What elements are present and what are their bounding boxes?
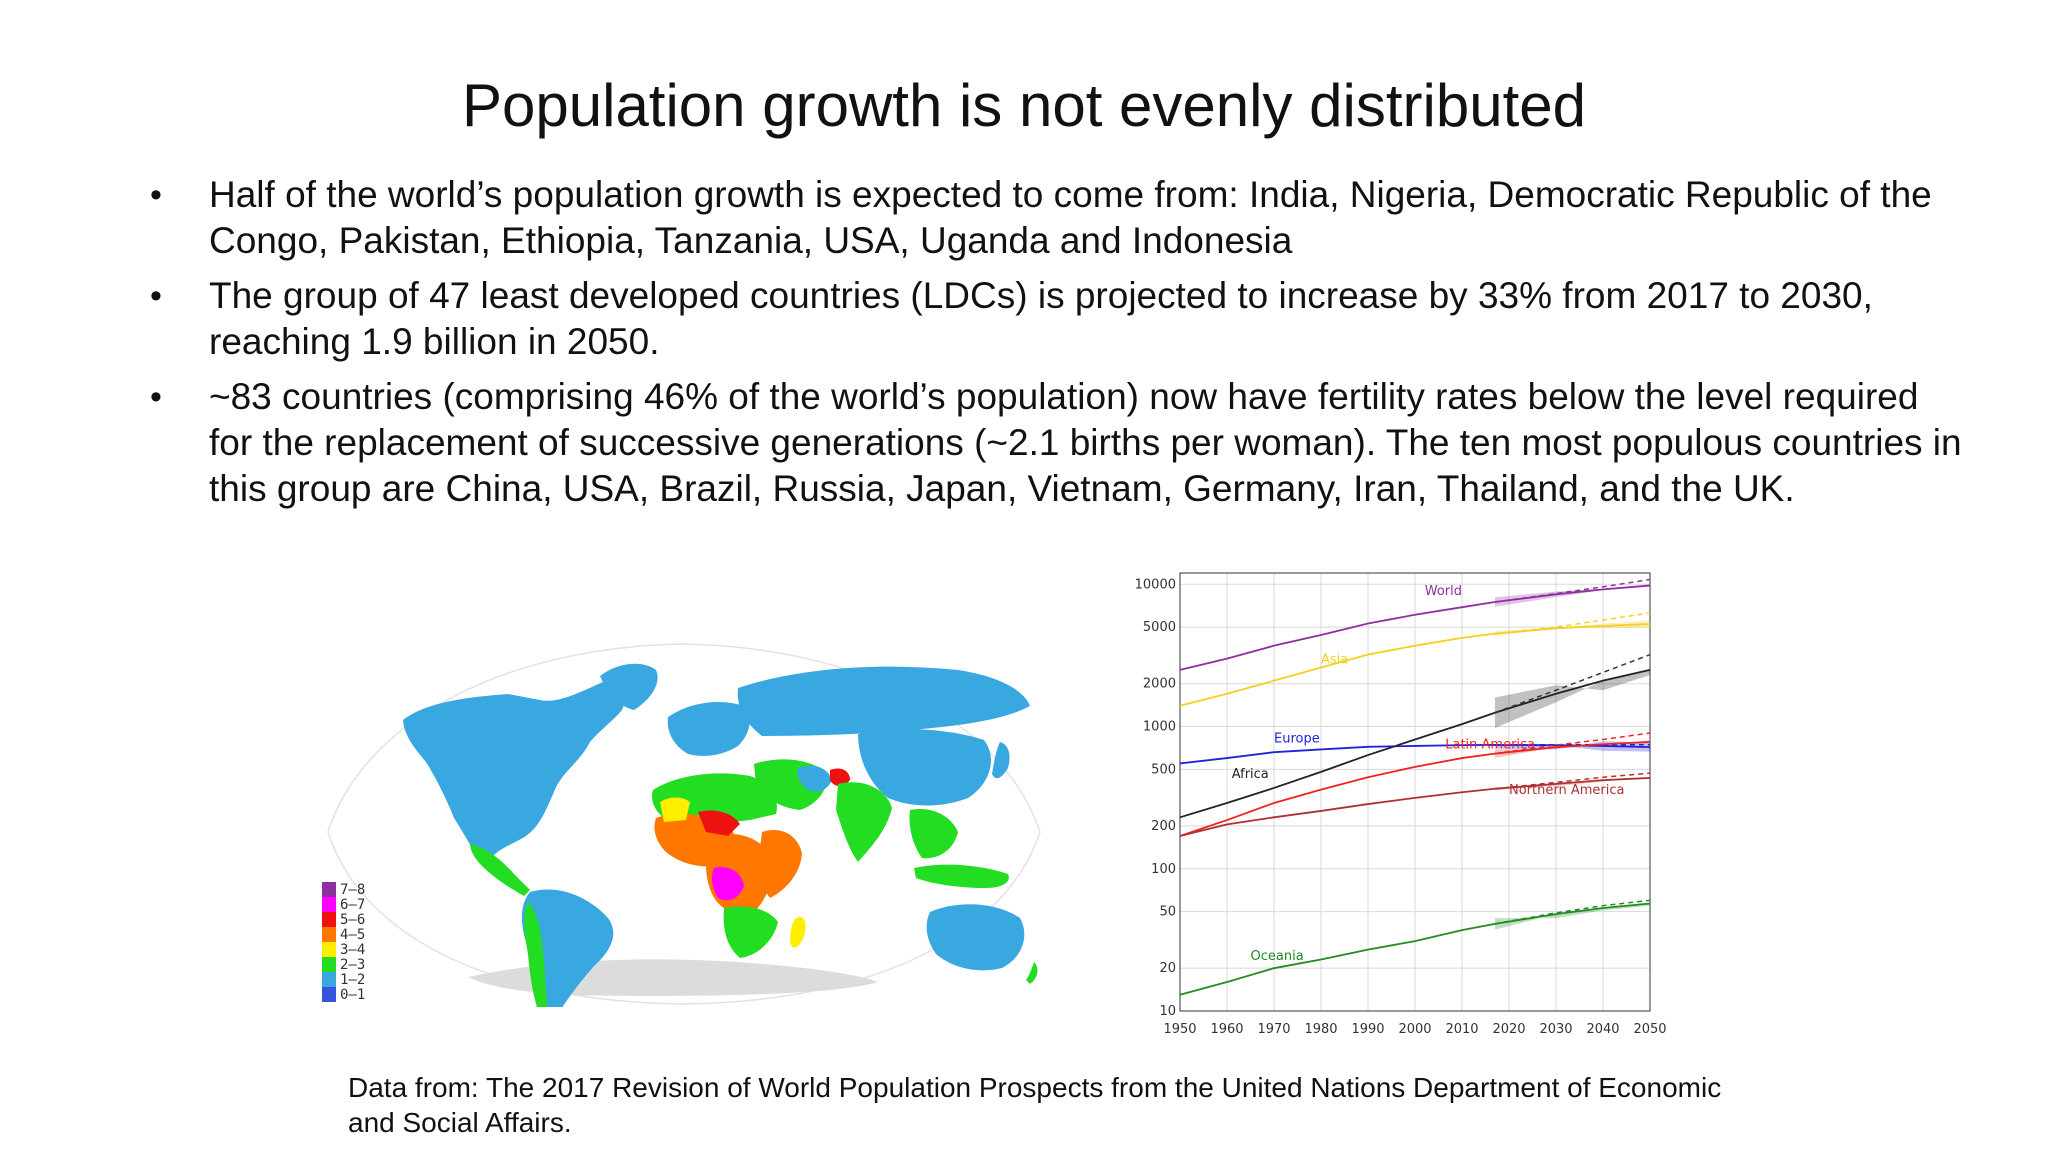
y-tick-label: 500 <box>1151 762 1176 777</box>
x-tick-label: 2030 <box>1539 1022 1572 1037</box>
y-tick-label: 100 <box>1151 862 1176 877</box>
series-line <box>1179 584 1651 671</box>
bullet-text: The group of 47 least developed countrie… <box>209 275 1873 362</box>
legend-swatch <box>322 957 336 972</box>
y-tick-label: 10 <box>1159 1004 1176 1019</box>
x-tick-label: 2020 <box>1492 1022 1525 1037</box>
x-tick-label: 1960 <box>1210 1022 1243 1037</box>
y-tick-label: 50 <box>1159 905 1176 920</box>
bullet-item: • Half of the world’s population growth i… <box>140 172 1970 264</box>
x-tick-label: 1970 <box>1257 1022 1290 1037</box>
sahel-shape <box>660 797 690 822</box>
y-tick-label: 5000 <box>1143 620 1176 635</box>
afghanistan-shape <box>830 768 850 786</box>
projection-line <box>1494 612 1651 635</box>
legend-label: 2–3 <box>340 957 365 973</box>
east-africa-shape <box>759 830 802 898</box>
y-tick-label: 200 <box>1151 819 1176 834</box>
projection-line <box>1494 653 1651 714</box>
bullet-marker: • <box>150 277 162 315</box>
legend-swatch <box>322 897 336 912</box>
legend-label: 4–5 <box>340 927 365 943</box>
southern-africa-shape <box>723 906 778 958</box>
legend-label: 3–4 <box>340 942 365 958</box>
source-footnote: Data from: The 2017 Revision of World Po… <box>348 1072 1722 1138</box>
southeast-asia-shape <box>909 808 958 859</box>
greenland-shape <box>600 663 658 710</box>
series-line <box>1179 902 1651 996</box>
legend-swatch <box>322 912 336 927</box>
legend-swatch <box>322 972 336 987</box>
uncertainty-band <box>1494 669 1650 728</box>
fertility-world-map: 7–8 6–7 5–6 4–5 3–4 2–3 1–2 0–1 <box>322 643 1041 1007</box>
slide-title: Population growth is not evenly distribu… <box>461 72 1586 139</box>
projection-line <box>1494 578 1651 603</box>
series-label: World <box>1425 584 1462 599</box>
y-tick-label: 1000 <box>1143 720 1176 735</box>
series-label: Asia <box>1321 653 1348 668</box>
x-tick-label: 1990 <box>1351 1022 1384 1037</box>
iran-shape <box>797 765 832 792</box>
madagascar-shape <box>790 916 806 948</box>
bullet-list: • Half of the world’s population growth i… <box>140 172 1970 521</box>
series-line <box>1179 669 1651 819</box>
high-fertility-region-shape <box>711 866 744 901</box>
legend-swatch <box>322 942 336 957</box>
y-tick-label: 10000 <box>1135 577 1176 592</box>
y-tick-label: 2000 <box>1143 677 1176 692</box>
projection-line <box>1494 899 1651 925</box>
australia-shape <box>926 904 1025 971</box>
niger-chad-shape <box>698 810 740 836</box>
y-tick-label: 20 <box>1159 961 1176 976</box>
russia-north-asia-shape <box>737 666 1030 736</box>
new-zealand-shape <box>1026 962 1038 984</box>
mexico-central-america-shape <box>470 844 530 896</box>
bullet-item: • The group of 47 least developed countri… <box>140 273 1970 365</box>
x-tick-label: 2000 <box>1398 1022 1431 1037</box>
legend-swatch <box>322 927 336 942</box>
series-label: Oceania <box>1251 949 1304 964</box>
bullet-marker: • <box>150 176 162 214</box>
south-america-andes-shape <box>524 902 548 1007</box>
series-label: Europe <box>1274 731 1320 746</box>
series-label: Northern America <box>1509 783 1624 798</box>
indonesia-shape <box>914 864 1009 888</box>
x-tick-label: 1950 <box>1163 1022 1196 1037</box>
projection-line <box>1494 772 1651 790</box>
x-tick-label: 1980 <box>1304 1022 1337 1037</box>
legend-label: 5–6 <box>340 912 365 928</box>
x-tick-label: 2050 <box>1633 1022 1666 1037</box>
legend-label: 1–2 <box>340 972 365 988</box>
bullet-text: Half of the world’s population growth is… <box>209 174 1932 261</box>
fertility-legend: 7–8 6–7 5–6 4–5 3–4 2–3 1–2 0–1 <box>322 882 365 1003</box>
bullet-item: • ~83 countries (comprising 46% of the wo… <box>140 374 1970 512</box>
bullet-text: ~83 countries (comprising 46% of the wor… <box>209 376 1962 509</box>
legend-swatch <box>322 882 336 897</box>
x-tick-label: 2040 <box>1586 1022 1619 1037</box>
plot-frame <box>1179 572 1651 1012</box>
series-label: Africa <box>1232 767 1269 782</box>
projection-line <box>1494 732 1651 755</box>
series-line <box>1179 623 1651 707</box>
europe-shape <box>667 701 750 756</box>
population-line-chart: 1950 1960 1970 1980 1990 2000 2010 2020 2030 2040… <box>1135 572 1667 1037</box>
japan-shape <box>992 742 1010 779</box>
legend-label: 7–8 <box>340 882 365 898</box>
uncertainty-band <box>1494 903 1650 930</box>
china-east-asia-shape <box>858 729 991 806</box>
north-america-shape <box>403 681 625 862</box>
x-tick-label: 2010 <box>1445 1022 1478 1037</box>
series-line <box>1179 740 1651 837</box>
south-asia-shape <box>836 782 892 862</box>
legend-label: 6–7 <box>340 897 365 913</box>
series-line <box>1179 777 1651 837</box>
legend-swatch <box>322 987 336 1002</box>
bullet-marker: • <box>150 378 162 416</box>
series-label: Latin America <box>1445 738 1535 753</box>
legend-label: 0–1 <box>340 987 365 1003</box>
